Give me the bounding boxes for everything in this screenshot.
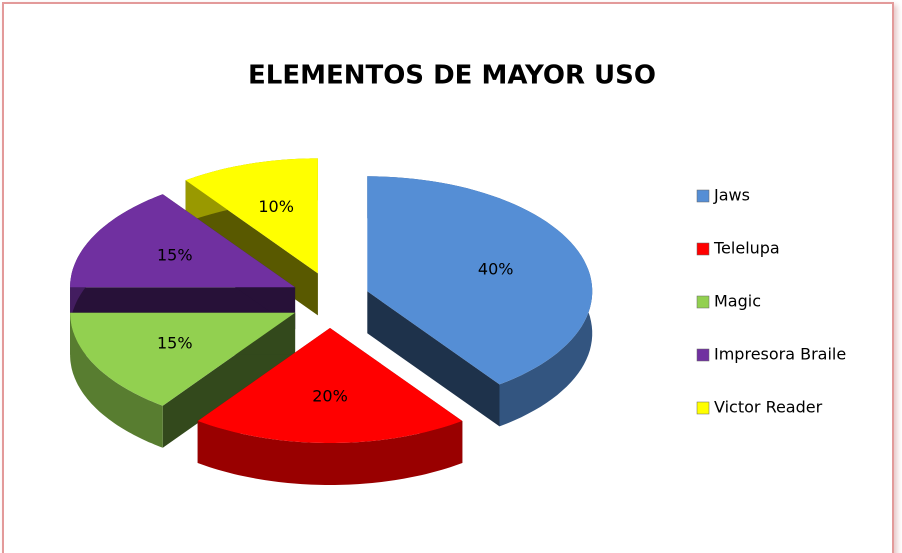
data-label: 15%: [157, 334, 193, 353]
legend-label: Telelupa: [713, 239, 780, 258]
data-label: 10%: [258, 197, 294, 216]
slice: [367, 176, 593, 385]
slice: [197, 328, 463, 443]
legend-label: Magic: [714, 292, 761, 311]
legend-label: Impresora Braile: [714, 345, 846, 364]
legend-swatch: [696, 189, 710, 203]
slice-wall: [367, 291, 500, 427]
slice: [70, 312, 296, 406]
legend-swatch: [696, 401, 710, 415]
slice-side: [197, 421, 463, 485]
legend-label: Victor Reader: [714, 398, 823, 417]
data-label: 20%: [312, 387, 348, 406]
legend-swatch: [696, 242, 710, 256]
legend-swatch: [696, 295, 710, 309]
slice: [70, 194, 296, 288]
legend-label: Jaws: [713, 186, 750, 205]
chart-title: ELEMENTOS DE MAYOR USO: [248, 61, 656, 91]
legend-swatch: [696, 348, 710, 362]
data-label: 15%: [157, 245, 193, 264]
data-label: 40%: [478, 260, 514, 279]
slice: [185, 158, 318, 274]
slice-side: [70, 312, 163, 448]
